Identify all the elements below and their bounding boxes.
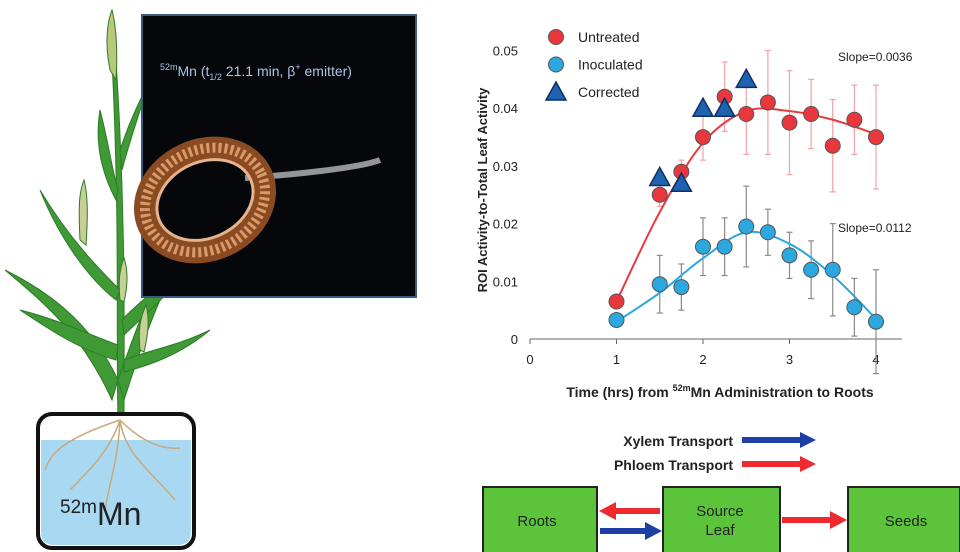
point	[716, 238, 733, 255]
point	[803, 261, 820, 278]
point	[868, 129, 884, 146]
point	[695, 238, 711, 255]
point	[759, 224, 776, 241]
x-axis-label-part: 52m	[673, 383, 691, 393]
point	[608, 311, 625, 328]
x-axis-label: Time (hrs) from 52mMn Administration to …	[566, 383, 874, 400]
point	[608, 293, 625, 310]
point	[738, 106, 755, 122]
x-tick-label: 1	[613, 352, 620, 367]
pot-label-main: Mn	[97, 496, 141, 532]
x-axis-label-part: Mn Administration to Roots	[691, 384, 874, 400]
point	[803, 106, 820, 122]
y-tick-label: 0.02	[493, 217, 518, 232]
pot-water	[41, 440, 191, 545]
isotope-sub: 1/2	[209, 72, 222, 82]
point	[651, 276, 668, 293]
y-axis-label: ROI Activity-to-Total Leaf Activity	[475, 87, 490, 292]
node-label-line: Source	[696, 503, 744, 520]
point	[824, 137, 841, 154]
annotation: Slope=0.0036	[838, 50, 913, 64]
node-box	[482, 486, 598, 552]
node-label: Roots	[517, 513, 556, 530]
node-label: Seeds	[885, 513, 928, 530]
annotation: Slope=0.0112	[838, 221, 912, 235]
point	[734, 67, 758, 89]
y-tick-label: 0.04	[493, 101, 518, 116]
legend-marker	[548, 29, 564, 45]
y-tick-label: 0.03	[493, 159, 518, 174]
point	[868, 313, 884, 330]
isotope-text: emitter)	[301, 63, 352, 79]
point	[846, 111, 863, 128]
point	[648, 165, 672, 187]
point	[846, 299, 863, 316]
x-tick-label: 2	[699, 352, 706, 367]
node-box	[847, 486, 960, 552]
isotope-sup: +	[295, 62, 300, 72]
pot-label-sup: 52m	[60, 497, 97, 518]
point	[759, 94, 776, 111]
node-label: Source Leaf	[696, 503, 744, 539]
legend-label: Xylem Transport	[623, 433, 733, 449]
legend-marker	[548, 56, 564, 73]
point	[713, 96, 736, 117]
isotope-sup: 52m	[160, 62, 178, 72]
y-tick-label: 0	[511, 332, 518, 347]
y-tick-label: 0.05	[493, 44, 518, 59]
arrows	[599, 432, 847, 540]
point	[670, 171, 693, 192]
legend-marker	[544, 80, 568, 101]
x-tick-label: 3	[786, 352, 793, 367]
point	[691, 96, 715, 117]
node-label-line: Leaf	[705, 522, 735, 539]
point	[673, 279, 690, 296]
legend-label: Phloem Transport	[614, 457, 733, 473]
point	[695, 129, 711, 146]
isotope-text: Mn (t	[178, 63, 210, 79]
point	[824, 261, 841, 278]
x-tick-label: 0	[526, 352, 533, 367]
roots	[44, 419, 181, 511]
point	[738, 218, 755, 235]
pet-ring	[133, 136, 382, 264]
point	[651, 186, 668, 203]
point	[781, 247, 798, 264]
x-axis-label-part: Time (hrs) from	[566, 384, 672, 400]
legend-label: Corrected	[578, 84, 639, 100]
y-tick-label: 0.01	[493, 274, 518, 289]
legend-label: Inoculated	[578, 57, 643, 73]
point	[781, 114, 798, 131]
pot-label: 52mMn	[60, 496, 141, 532]
node-box	[662, 486, 781, 552]
isotope-label: 52mMn (t1/2 21.1 min, β+ emitter)	[160, 62, 352, 82]
isotope-text: 21.1 min, β	[222, 63, 295, 79]
legend-label: Untreated	[578, 29, 639, 45]
